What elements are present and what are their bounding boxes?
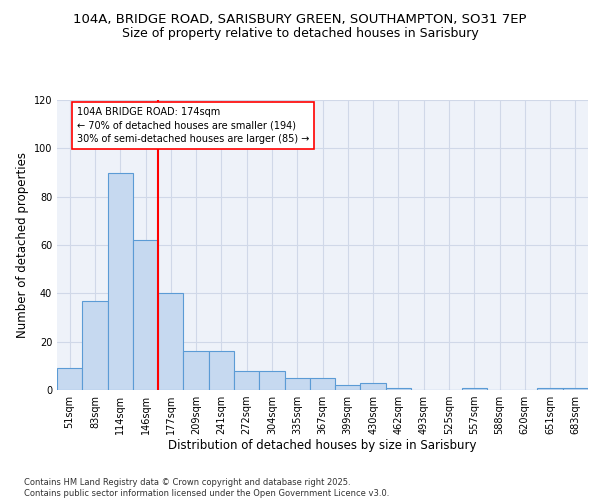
Bar: [361, 383, 386, 390]
Bar: [335, 385, 361, 390]
Bar: [209, 352, 234, 390]
Bar: [284, 378, 310, 390]
Bar: [57, 368, 82, 390]
Bar: [82, 300, 107, 390]
Bar: [133, 240, 158, 390]
Bar: [461, 388, 487, 390]
Bar: [386, 388, 411, 390]
Bar: [259, 370, 284, 390]
Y-axis label: Number of detached properties: Number of detached properties: [16, 152, 29, 338]
Bar: [184, 352, 209, 390]
Bar: [310, 378, 335, 390]
Bar: [234, 370, 259, 390]
Bar: [107, 172, 133, 390]
Bar: [538, 388, 563, 390]
Text: Contains HM Land Registry data © Crown copyright and database right 2025.
Contai: Contains HM Land Registry data © Crown c…: [24, 478, 389, 498]
Bar: [563, 388, 588, 390]
Text: Size of property relative to detached houses in Sarisbury: Size of property relative to detached ho…: [122, 28, 478, 40]
Text: 104A BRIDGE ROAD: 174sqm
← 70% of detached houses are smaller (194)
30% of semi-: 104A BRIDGE ROAD: 174sqm ← 70% of detach…: [77, 108, 310, 144]
X-axis label: Distribution of detached houses by size in Sarisbury: Distribution of detached houses by size …: [168, 438, 477, 452]
Bar: [158, 294, 184, 390]
Text: 104A, BRIDGE ROAD, SARISBURY GREEN, SOUTHAMPTON, SO31 7EP: 104A, BRIDGE ROAD, SARISBURY GREEN, SOUT…: [73, 12, 527, 26]
